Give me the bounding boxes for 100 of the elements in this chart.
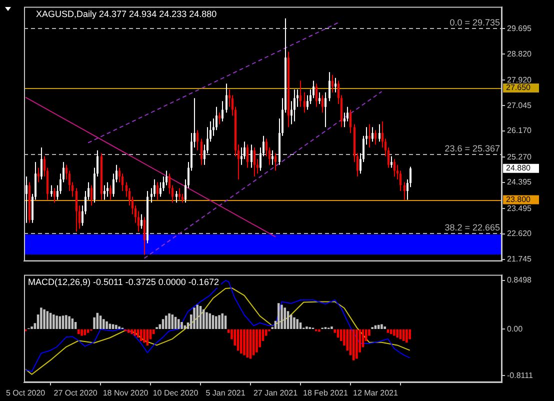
- bar: [30, 326, 33, 330]
- bar: [62, 316, 64, 330]
- y-tick-label: 22.620: [507, 229, 532, 238]
- bar: [252, 329, 255, 356]
- bar: [318, 329, 320, 332]
- x-tick-label: 12 Mar 2021: [353, 388, 398, 398]
- bar: [108, 324, 112, 330]
- ref-line-label: 23.800: [506, 194, 532, 204]
- bar: [68, 316, 70, 330]
- bar: [52, 314, 55, 330]
- candlestick: [332, 74, 334, 93]
- bar: [202, 309, 205, 330]
- bar: [106, 321, 108, 330]
- bar: [356, 329, 358, 359]
- y-tick-label: 23.495: [507, 204, 532, 213]
- bar: [162, 319, 164, 330]
- bar: [78, 329, 80, 334]
- candlestick: [104, 184, 106, 200]
- bar: [180, 322, 183, 330]
- bar: [380, 324, 383, 330]
- chart-title: XAGUSD,Daily 24.377 24.934 24.233 24.880: [36, 8, 217, 19]
- bar: [56, 316, 58, 330]
- y-tick-label: 0.00: [507, 324, 524, 334]
- bar: [128, 329, 130, 333]
- candlestick: [76, 188, 78, 232]
- x-tick-label: 5 Oct 2020: [6, 388, 46, 398]
- bar: [280, 304, 283, 330]
- ref-line-label: 38.2 = 22.665: [444, 222, 500, 232]
- candlestick: [200, 138, 202, 166]
- bar: [130, 329, 133, 334]
- bar: [306, 326, 308, 330]
- candlestick: [140, 214, 142, 230]
- candlestick: [350, 109, 352, 134]
- candlestick: [54, 188, 56, 204]
- candlestick: [324, 92, 326, 128]
- bar: [277, 303, 280, 330]
- candlestick: [378, 124, 380, 142]
- candlestick: [218, 112, 220, 125]
- candlestick: [334, 77, 336, 93]
- bar: [296, 319, 298, 330]
- candlestick: [110, 184, 112, 200]
- y-tick-label: 28.820: [507, 49, 532, 58]
- x-tick-label: 18 Nov 2020: [102, 388, 149, 398]
- bar: [143, 329, 146, 343]
- bar: [140, 329, 142, 341]
- bar: [206, 312, 208, 330]
- candlestick: [274, 152, 276, 172]
- bar: [330, 326, 333, 330]
- bar: [406, 329, 408, 343]
- candlestick: [294, 88, 296, 122]
- bar: [293, 317, 296, 330]
- bar: [65, 315, 68, 330]
- x-tick-label: 18 Feb 2021: [303, 388, 348, 398]
- bar: [102, 319, 105, 330]
- y-tick-label: 24.395: [507, 178, 532, 187]
- bar: [246, 329, 249, 358]
- y-tick-label: 27.920: [507, 75, 532, 84]
- bar: [240, 329, 242, 354]
- candlestick: [374, 130, 376, 146]
- bar: [99, 316, 102, 330]
- candlestick: [222, 100, 224, 122]
- candlestick: [226, 83, 228, 114]
- candlestick: [304, 92, 306, 114]
- bar: [243, 329, 246, 356]
- x-tick-label: 5 Jan 2021: [206, 388, 246, 398]
- y-tick-label: 0.8498: [507, 276, 532, 285]
- candlestick: [404, 182, 406, 200]
- candlestick: [90, 184, 92, 206]
- bar: [299, 322, 302, 330]
- candlestick: [178, 188, 180, 200]
- bar: [178, 319, 180, 330]
- candlestick: [250, 144, 252, 168]
- x-tick-label: 27 Jan 2021: [253, 388, 298, 398]
- candlestick: [196, 130, 198, 151]
- y-tick-label: 25.270: [507, 152, 532, 162]
- bar: [80, 329, 83, 336]
- candlestick: [50, 184, 52, 198]
- candlestick: [176, 190, 178, 204]
- bar: [396, 329, 398, 338]
- bar: [118, 326, 120, 330]
- candlestick: [40, 146, 42, 180]
- candlestick: [144, 216, 146, 256]
- x-tick-label: 27 Oct 2020: [54, 388, 98, 398]
- bar: [393, 329, 396, 336]
- bar: [384, 326, 386, 330]
- ref-line-label: 23.6 = 25.367: [444, 143, 500, 154]
- candlestick: [368, 124, 370, 148]
- bar: [224, 316, 227, 330]
- bar: [215, 316, 218, 330]
- bar: [134, 329, 136, 336]
- candlestick: [272, 150, 274, 166]
- candlestick: [318, 92, 320, 104]
- bar: [218, 315, 220, 330]
- y-tick-label: 29.695: [507, 24, 532, 33]
- chart-title: MACD(12,26,9) -0.5011 -0.3725 0.0000 -0.1672: [28, 276, 219, 287]
- candlestick: [38, 167, 40, 183]
- y-tick-label: 21.745: [507, 254, 532, 264]
- bar: [284, 308, 286, 330]
- bar: [93, 317, 96, 330]
- bar: [168, 313, 170, 330]
